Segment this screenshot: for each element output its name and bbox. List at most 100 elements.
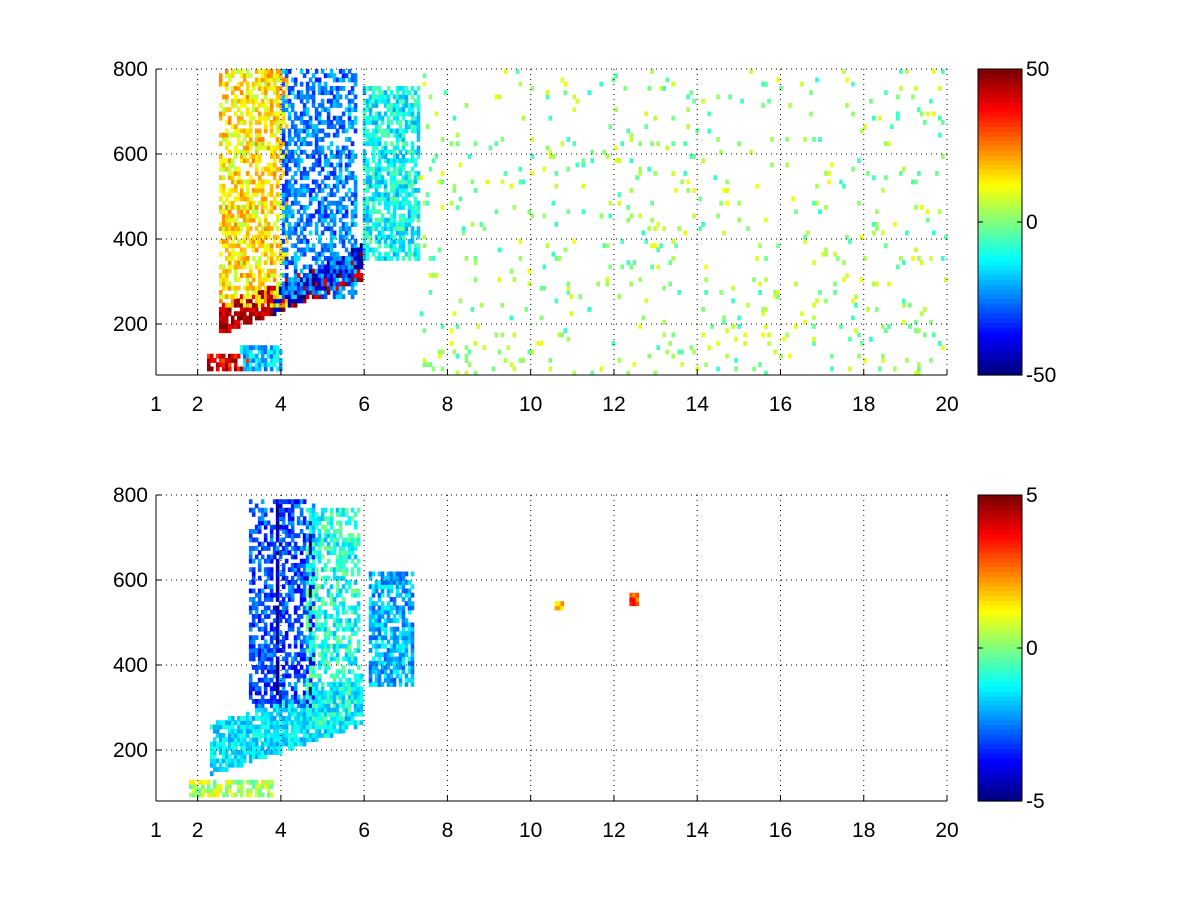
heatmap-cell [356, 711, 361, 717]
heatmap-cell [761, 307, 765, 312]
heatmap-cell [257, 141, 262, 147]
heatmap-cell [305, 639, 310, 645]
heatmap-cell [335, 541, 340, 547]
heatmap-cell [308, 230, 313, 236]
heatmap-cell [263, 716, 268, 721]
heatmap-cell [638, 324, 642, 329]
heatmap-cell [305, 277, 310, 283]
heatmap-cell [356, 707, 361, 713]
heatmap-cell [242, 158, 247, 164]
heatmap-cell [362, 128, 367, 134]
heatmap-cell [263, 737, 268, 743]
heatmap-cell [335, 660, 340, 666]
heatmap-cell [287, 179, 292, 185]
heatmap-cell [296, 737, 301, 743]
heatmap-cell [404, 94, 409, 100]
heatmap-cell [239, 737, 244, 743]
heatmap-cell [218, 324, 223, 329]
heatmap-cell [416, 94, 421, 100]
heatmap-cell [230, 353, 235, 359]
heatmap-cell [320, 213, 325, 219]
heatmap-cell [218, 264, 223, 270]
heatmap-cell [374, 614, 379, 619]
heatmap-cell [602, 149, 607, 155]
heatmap-cell [248, 298, 253, 304]
heatmap-cell [335, 580, 340, 585]
heatmap-cell [362, 120, 367, 125]
heatmap-cell [302, 720, 307, 726]
heatmap-cell [317, 724, 322, 730]
heatmap-cell [647, 353, 651, 359]
heatmap-cell [230, 200, 235, 206]
heatmap-cell [305, 98, 310, 104]
heatmap-cell [497, 349, 502, 355]
heatmap-cell [290, 281, 295, 287]
heatmap-cell [281, 728, 286, 734]
heatmap-cell [374, 682, 379, 687]
heatmap-cell [380, 149, 385, 155]
heatmap-cell [314, 737, 319, 743]
heatmap-cell [293, 111, 298, 117]
heatmap-cell [257, 132, 262, 138]
heatmap-cell [308, 614, 313, 619]
heatmap-cell [557, 601, 562, 607]
heatmap-cell [362, 234, 367, 240]
heatmap-cell [320, 247, 325, 253]
heatmap-cell [896, 94, 900, 100]
heatmap-cell [329, 188, 334, 193]
heatmap-cell [377, 635, 382, 641]
heatmap-cell [332, 635, 337, 641]
heatmap-cell [251, 614, 256, 619]
heatmap-cell [230, 741, 235, 747]
heatmap-cell [332, 192, 337, 198]
heatmap-cell [224, 120, 229, 125]
heatmap-cell [236, 298, 241, 304]
heatmap-cell [302, 694, 307, 700]
heatmap-cell [581, 162, 586, 168]
heatmap-cell [539, 341, 544, 346]
heatmap-cell [392, 247, 397, 253]
heatmap-cell [323, 256, 328, 261]
heatmap-cell [278, 205, 283, 210]
heatmap-cell [245, 158, 250, 164]
heatmap-cell [395, 171, 400, 176]
heatmap-cell [281, 499, 286, 505]
heatmap-cell [260, 234, 265, 240]
heatmap-cell [368, 175, 373, 181]
heatmap-cell [266, 294, 271, 300]
heatmap-cell [395, 230, 400, 236]
heatmap-cell [266, 230, 271, 236]
heatmap-cell [785, 162, 789, 168]
heatmap-cell [293, 605, 298, 611]
heatmap-cell [233, 720, 238, 726]
heatmap-cell [332, 529, 337, 534]
heatmap-cell [392, 682, 397, 687]
heatmap-cell [314, 128, 319, 134]
heatmap-cell [311, 665, 316, 670]
heatmap-cell [260, 609, 265, 615]
heatmap-cell [353, 512, 358, 517]
heatmap-cell [302, 294, 307, 300]
heatmap-cell [284, 724, 289, 730]
heatmap-cell [371, 614, 376, 619]
heatmap-cell [539, 285, 544, 291]
heatmap-cell [314, 609, 319, 615]
heatmap-cell [380, 614, 385, 619]
heatmap-cell [302, 656, 307, 662]
heatmap-cell [275, 626, 280, 632]
colorbar-step [978, 284, 1022, 290]
heatmap-cell [353, 724, 358, 730]
heatmap-cell [224, 192, 229, 198]
heatmap-cell [377, 609, 382, 615]
heatmap-cell [257, 188, 262, 193]
heatmap-cell [347, 251, 352, 257]
heatmap-cell [317, 652, 322, 658]
heatmap-cell [227, 353, 232, 359]
heatmap-cell [248, 779, 253, 785]
heatmap-cell [227, 158, 232, 164]
heatmap-cell [716, 94, 720, 100]
heatmap-cell [380, 643, 385, 649]
heatmap-cell [335, 635, 340, 641]
heatmap-cell [251, 353, 256, 359]
heatmap-cell [305, 580, 310, 585]
